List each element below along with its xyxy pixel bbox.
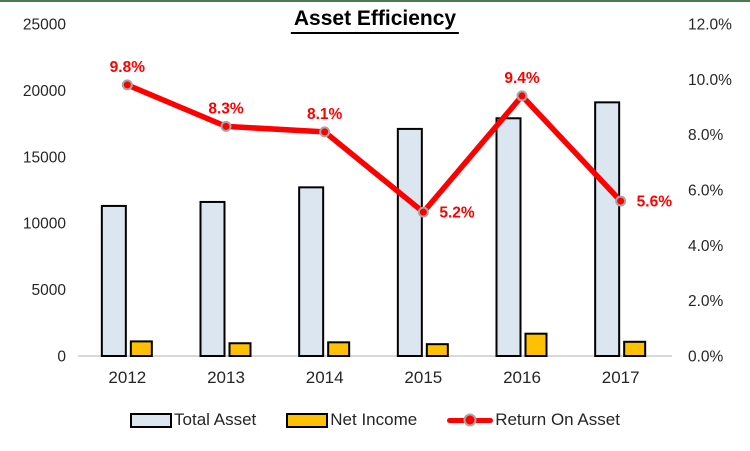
roa-line bbox=[124, 82, 624, 215]
roa-data-label-2016: 9.4% bbox=[504, 70, 540, 87]
legend-swatch-return-on-asset-icon bbox=[447, 413, 494, 427]
right-axis-tick-label: 2.0% bbox=[688, 293, 724, 310]
left-axis-tick-label: 20000 bbox=[23, 83, 66, 100]
x-axis-label-2016: 2016 bbox=[503, 368, 541, 387]
right-axis-tick-label: 12.0% bbox=[688, 17, 732, 34]
roa-data-label-2013: 8.3% bbox=[208, 100, 244, 117]
left-axis-tick-label: 5000 bbox=[32, 282, 67, 299]
right-axis-tick-label: 4.0% bbox=[688, 238, 724, 255]
roa-marker-2012 bbox=[121, 79, 133, 91]
x-axis-label-2015: 2015 bbox=[404, 368, 442, 387]
combo-chart-plot-area: 25000 20000 15000 10000 5000 0 12.0% 10.0% 8.0% 6… bbox=[23, 17, 732, 388]
bar-total-asset-2012 bbox=[100, 204, 127, 357]
right-axis-tick-label: 0.0% bbox=[688, 349, 724, 366]
legend-item-net-income: Net Income bbox=[286, 410, 417, 430]
left-axis-tick-label: 25000 bbox=[23, 17, 66, 34]
left-axis-tick-label: 10000 bbox=[23, 216, 66, 233]
roa-marker-2013 bbox=[220, 120, 232, 132]
bar-net-income-2013 bbox=[228, 342, 252, 357]
chart-title: Asset Efficiency bbox=[290, 7, 460, 34]
left-axis-tick-label: 15000 bbox=[23, 149, 66, 166]
bar-net-income-2017 bbox=[623, 340, 647, 358]
roa-data-label-2015: 5.2% bbox=[439, 205, 475, 222]
bar-net-income-2015 bbox=[425, 343, 449, 357]
bar-net-income-2014 bbox=[327, 341, 351, 357]
bar-net-income-2012 bbox=[129, 340, 153, 357]
roa-data-label-2012: 9.8% bbox=[110, 59, 146, 76]
bar-total-asset-2015 bbox=[396, 127, 423, 357]
legend-label-total-asset: Total Asset bbox=[174, 410, 257, 429]
roa-data-label-2017: 5.6% bbox=[637, 194, 673, 211]
right-axis-tick-label: 10.0% bbox=[688, 72, 732, 89]
roa-marker-2014 bbox=[319, 126, 331, 138]
x-axis-label-2013: 2013 bbox=[207, 368, 245, 387]
roa-marker-2017 bbox=[615, 195, 627, 207]
bar-total-asset-2013 bbox=[199, 200, 226, 357]
legend-item-return-on-asset: Return On Asset bbox=[447, 410, 620, 430]
legend-swatch-net-income-icon bbox=[286, 412, 329, 428]
roa-marker-2015 bbox=[417, 206, 429, 218]
legend-label-return-on-asset: Return On Asset bbox=[495, 410, 620, 429]
legend-line-marker-icon bbox=[463, 413, 477, 427]
bar-net-income-2016 bbox=[524, 332, 548, 358]
legend: Total Asset Net Income Return On Asset bbox=[0, 410, 750, 430]
x-axis-label-2014: 2014 bbox=[306, 368, 344, 387]
right-axis-tick-label: 6.0% bbox=[688, 183, 724, 200]
roa-marker-2016 bbox=[516, 90, 528, 102]
x-axis-label-2017: 2017 bbox=[602, 368, 640, 387]
right-axis-tick-label: 8.0% bbox=[688, 127, 724, 144]
left-axis-tick-label: 0 bbox=[57, 349, 66, 366]
bar-total-asset-2014 bbox=[298, 186, 325, 357]
legend-label-net-income: Net Income bbox=[330, 410, 418, 429]
x-axis-label-2012: 2012 bbox=[108, 368, 146, 387]
legend-swatch-total-asset-icon bbox=[130, 412, 173, 428]
legend-item-total-asset: Total Asset bbox=[130, 410, 256, 430]
bar-total-asset-2017 bbox=[594, 101, 621, 357]
bar-total-asset-2016 bbox=[495, 117, 522, 358]
roa-data-label-2014: 8.1% bbox=[307, 106, 343, 123]
